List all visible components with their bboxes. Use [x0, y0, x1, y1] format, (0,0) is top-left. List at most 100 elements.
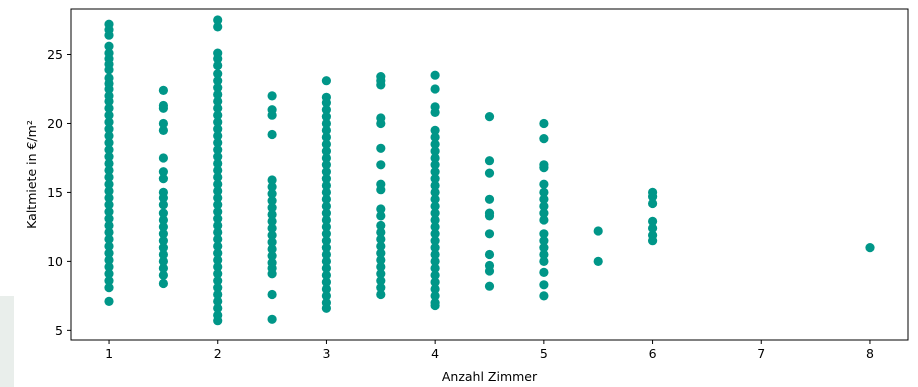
scatter-point: [213, 110, 223, 120]
scatter-point: [104, 110, 114, 120]
scatter-point: [648, 198, 658, 209]
scatter-point: [484, 249, 495, 260]
scatter-point: [104, 255, 114, 265]
scatter-point: [104, 158, 114, 169]
scatter-point: [539, 163, 549, 173]
scatter-point: [539, 215, 549, 225]
scatter-point: [539, 256, 549, 266]
scatter-point: [376, 234, 386, 244]
scatter-point: [430, 84, 440, 94]
scatter-point: [321, 180, 331, 191]
scatter-point: [213, 241, 223, 251]
scatter-point: [267, 196, 277, 206]
scatter-point: [267, 289, 277, 300]
scatter-point: [430, 243, 440, 253]
x-tick-label: 1: [105, 346, 113, 361]
scatter-point: [104, 207, 114, 217]
scatter-point: [484, 281, 495, 291]
scatter-point: [213, 186, 223, 196]
scatter-point: [158, 125, 168, 135]
scatter-point: [321, 98, 331, 108]
scatter-point: [213, 289, 223, 300]
scatter-point: [321, 194, 331, 204]
scatter-point: [267, 209, 277, 220]
scatter-point: [430, 201, 440, 211]
scatter-point: [213, 172, 223, 182]
scatter-point: [321, 215, 331, 225]
scatter-point: [430, 291, 440, 301]
scatter-point: [213, 276, 223, 286]
scatter-point: [376, 185, 386, 195]
scatter-point: [539, 280, 549, 290]
scatter-point: [430, 229, 440, 239]
scatter-point: [376, 143, 386, 153]
x-axis-ticks: 1 2 3 4 5 6 7 8: [105, 340, 874, 361]
scatter-point: [158, 174, 168, 184]
scatter-point: [158, 215, 168, 225]
scatter-point: [104, 145, 114, 155]
scatter-point: [213, 269, 223, 279]
scatter-point: [104, 65, 114, 75]
scatter-point: [539, 194, 549, 204]
scatter-point: [104, 200, 114, 210]
scatter-point: [158, 229, 168, 239]
scatter-point: [484, 168, 495, 178]
scatter-point: [104, 138, 114, 148]
scatter-point: [321, 174, 331, 184]
scatter-point: [484, 266, 495, 276]
plot-area-frame: [70, 8, 909, 341]
scatter-point: [158, 153, 168, 163]
x-tick-label: 8: [866, 346, 874, 361]
scatter-point: [376, 262, 386, 272]
scatter-point: [321, 236, 331, 246]
scatter-point: [213, 124, 223, 134]
scatter-point: [158, 243, 168, 253]
scatter-point: [321, 201, 331, 211]
scatter-point: [376, 241, 386, 251]
scatter-point: [321, 160, 331, 170]
scatter-point: [321, 187, 331, 197]
scatter-point: [430, 277, 440, 287]
scatter-point: [213, 131, 223, 141]
scatter-point: [213, 165, 223, 175]
scatter-point: [539, 249, 549, 260]
scatter-point: [213, 76, 223, 86]
scatter-point: [213, 152, 223, 162]
scatter-point: [321, 76, 331, 86]
scatter-point: [158, 270, 168, 280]
scatter-point: [376, 204, 386, 214]
scatter-point: [376, 160, 386, 170]
scatter-point: [267, 269, 277, 279]
scatter-point: [267, 129, 277, 140]
scatter-point: [539, 187, 549, 197]
scatter-point: [104, 131, 114, 141]
scatter-point: [430, 194, 440, 204]
scatter-point: [430, 284, 440, 294]
scatter-point: [539, 267, 549, 277]
scatter-point: [321, 284, 331, 294]
scatter-point: [430, 187, 440, 197]
scatter-point: [430, 125, 440, 135]
scatter-point: [104, 276, 114, 286]
scatter-point: [213, 255, 223, 265]
scatter-point: [321, 243, 331, 253]
scatter-point: [267, 91, 277, 101]
scatter-point: [104, 186, 114, 196]
scatter-point: [213, 316, 223, 326]
scatter-point: [104, 241, 114, 251]
scatter-point: [430, 107, 440, 117]
scatter-point: [321, 222, 331, 232]
scatter-point: [376, 255, 386, 265]
scatter-point: [321, 125, 331, 135]
scatter-point: [539, 236, 549, 246]
scatter-point: [213, 145, 223, 155]
scatter-point: [484, 156, 495, 166]
scatter-point: [213, 227, 223, 237]
scatter-point: [430, 256, 440, 266]
scatter-point: [648, 192, 658, 202]
scatter-point: [158, 222, 168, 232]
scatter-point: [213, 214, 223, 224]
scatter-point: [213, 60, 223, 71]
scatter-point: [104, 117, 114, 127]
scatter-point: [213, 207, 223, 217]
